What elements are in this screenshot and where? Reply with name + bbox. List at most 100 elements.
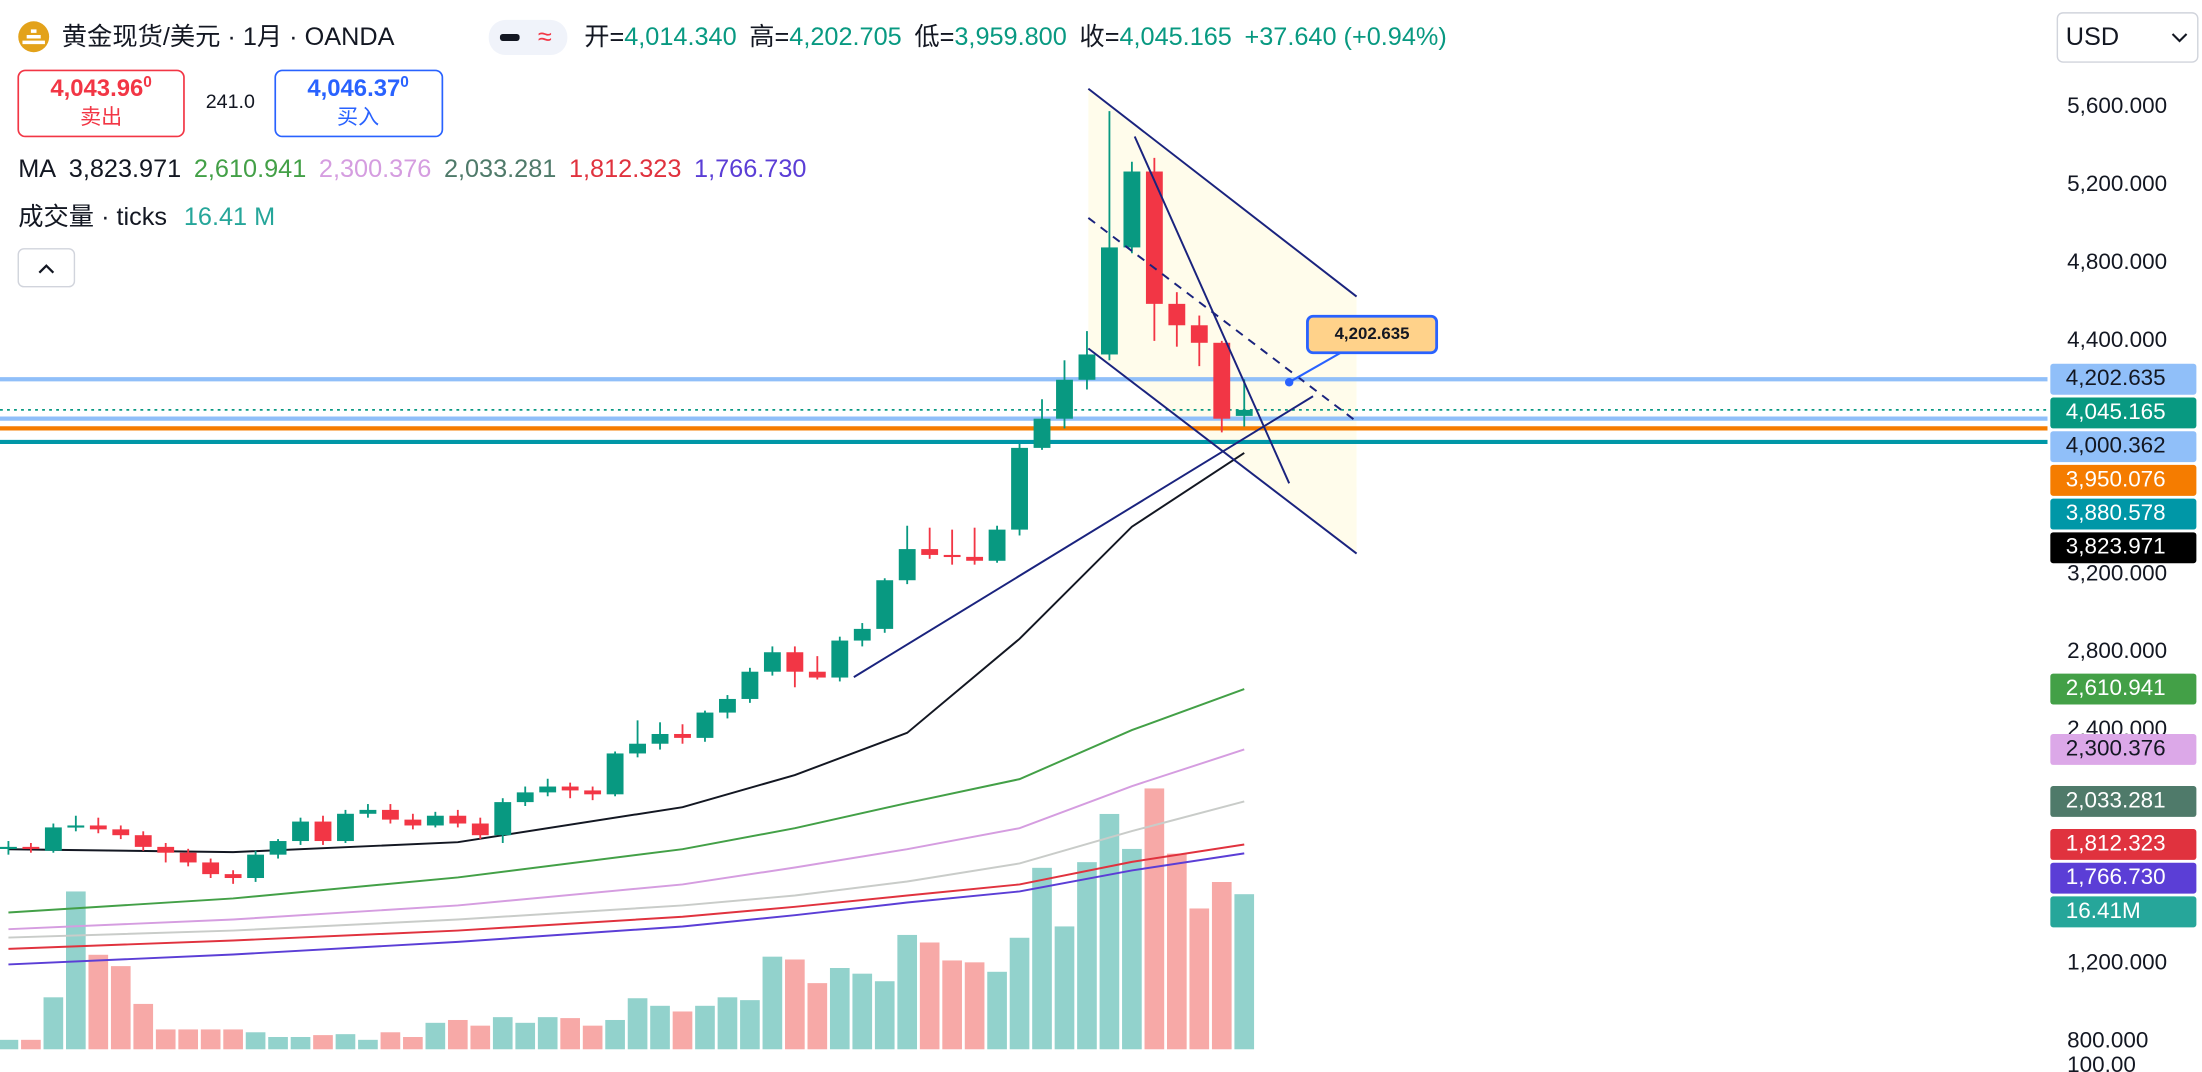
volume-bar [942, 960, 962, 1050]
collapse-button[interactable] [17, 248, 76, 288]
volume-bar [290, 1036, 311, 1050]
volume-bar [762, 956, 783, 1050]
price-label: 3,823.971 [2066, 534, 2166, 559]
ma-value: 2,610.941 [194, 155, 306, 183]
open-label: 开= [584, 23, 624, 51]
low-value: 3,959.800 [954, 23, 1066, 51]
price-label-box [2050, 862, 2197, 894]
volume-bar [740, 1000, 760, 1050]
sell-price[interactable]: 4,043.960 [50, 74, 151, 102]
price-label-box [2050, 464, 2197, 496]
candle-body [247, 854, 265, 879]
candle-body [629, 743, 646, 754]
low-label: 低= [914, 23, 954, 51]
currency-selector[interactable] [2056, 12, 2199, 63]
buy-label[interactable]: 买入 [337, 106, 379, 129]
candle-body [1078, 354, 1096, 380]
candle-body [269, 841, 287, 855]
moving-average [8, 452, 1245, 854]
y-tick-label: 4,800.000 [2067, 249, 2167, 274]
price-label: 2,300.376 [2066, 735, 2166, 760]
candle-body [314, 821, 332, 842]
candle-body [966, 556, 984, 561]
moving-average [8, 852, 1245, 966]
volume-bar [200, 1029, 221, 1050]
price-label-box [2050, 673, 2197, 705]
volume-bar [672, 1011, 693, 1050]
candle-body [449, 815, 467, 824]
y-tick-label: 2,800.000 [2067, 638, 2167, 663]
volume-bar [492, 1017, 513, 1050]
volume-bar [537, 1017, 558, 1050]
price-label-box [2050, 397, 2197, 429]
moving-average [8, 843, 1245, 950]
moving-average [8, 688, 1245, 914]
buy-button[interactable] [274, 69, 444, 138]
trendline [1087, 87, 1358, 298]
volume-bar [807, 983, 828, 1050]
price-label: 1,766.730 [2066, 864, 2166, 889]
candle-body [494, 802, 512, 836]
spread: 241.0 [206, 91, 255, 113]
sell-price-sup: 0 [143, 74, 152, 91]
volume-bar [358, 1039, 378, 1050]
volume-bar [43, 997, 64, 1050]
callout-box [1306, 314, 1439, 355]
sell-button[interactable] [17, 69, 185, 138]
candle-body [471, 823, 489, 836]
candle-body [988, 529, 1006, 561]
volume-bar [1122, 848, 1142, 1050]
callout-text: 4,202.635 [1335, 324, 1410, 343]
price-label-box [2050, 498, 2197, 530]
moving-average [8, 748, 1245, 931]
candle-body [202, 862, 220, 875]
ma-value: 2,300.376 [319, 155, 431, 183]
currency[interactable]: USD [2066, 23, 2119, 51]
candle-body [876, 580, 894, 629]
candle-body [1235, 409, 1253, 416]
close-label: 收= [1079, 23, 1119, 51]
symbol-title: 黄金现货/美元 · 1月 · OANDA [62, 23, 395, 51]
ma-value: 2,033.281 [444, 155, 556, 183]
volume-bar [605, 1019, 625, 1050]
buy-price[interactable]: 4,046.370 [307, 74, 408, 102]
y-tick-label: 4,400.000 [2067, 327, 2167, 352]
volume-bar [470, 1025, 491, 1050]
volume-bar [88, 954, 109, 1050]
candle-body [1213, 342, 1231, 419]
volume-bar [1077, 862, 1097, 1050]
volume-bar [695, 1005, 715, 1050]
candle-body [112, 829, 130, 836]
volume-bar [1032, 867, 1052, 1050]
y-tick-label: 5,600.000 [2067, 93, 2167, 118]
volume-bar [1009, 937, 1030, 1050]
volume-bar [380, 1032, 401, 1050]
candle-body [696, 712, 714, 738]
volume-bar [21, 1039, 41, 1050]
candle-body [1145, 171, 1163, 304]
candle-body [1123, 171, 1141, 248]
volume-bar [852, 973, 873, 1050]
change: +37.640 (+0.94%) [1245, 23, 1447, 51]
candle-body [67, 825, 85, 828]
moving-averages [8, 452, 1245, 966]
volume-bar [178, 1029, 199, 1050]
volume-bar [1144, 788, 1165, 1050]
volume-bar [110, 966, 131, 1050]
volume-bar [1054, 926, 1075, 1050]
sell-label[interactable]: 卖出 [80, 105, 122, 129]
volume-bar [874, 981, 895, 1050]
candle-body [134, 835, 152, 847]
candle-body [786, 652, 804, 672]
candle-body [606, 753, 624, 795]
volume-bar [1211, 882, 1232, 1050]
candle-body [381, 809, 399, 820]
volume-bar [313, 1035, 333, 1050]
ohlc: 开=4,014.340 高=4,202.705 低=3,959.800 收=4,045… [584, 23, 1447, 51]
candle-body [853, 628, 871, 641]
volume-bar [650, 1005, 670, 1050]
candle-body [943, 554, 961, 558]
y-tick-label: 3,200.000 [2067, 560, 2167, 585]
volume-bar [155, 1029, 176, 1050]
